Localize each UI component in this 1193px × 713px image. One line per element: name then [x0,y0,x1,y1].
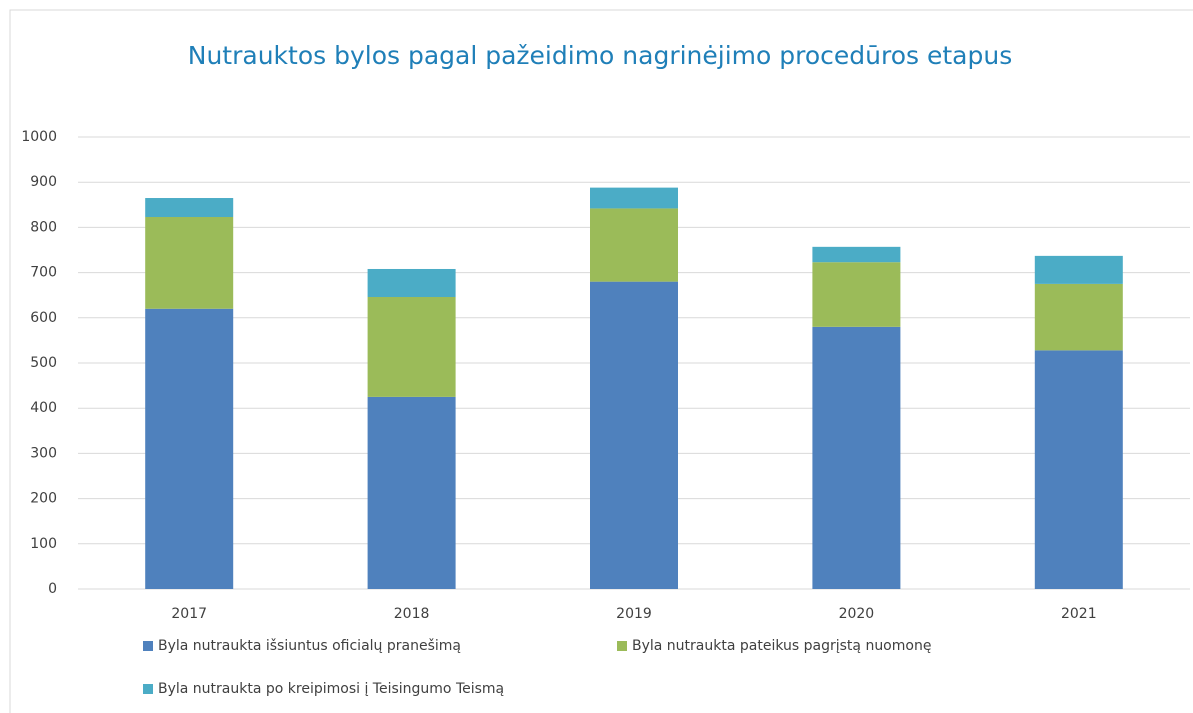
y-tick-label: 1000 [21,129,57,145]
y-tick-label: 900 [30,174,57,190]
y-tick-label: 700 [30,265,57,281]
bar-segment [367,268,456,298]
legend-label: Byla nutraukta pateikus pagrįstą nuomonę [632,638,931,654]
bar-segment [1034,350,1123,589]
y-tick-label: 200 [30,491,57,507]
y-tick-label: 300 [30,445,57,461]
bar-segment [145,198,234,218]
bar-segment [590,208,678,282]
bar-segment [1034,255,1123,284]
x-tick-label: 2020 [839,606,875,622]
bar-segment [812,262,901,327]
legend-swatch [143,641,153,651]
y-tick-label: 400 [30,400,57,416]
bar-segment [145,308,234,589]
y-tick-label: 600 [30,310,57,326]
y-tick-label: 800 [30,219,57,235]
bar-segment [1034,283,1123,351]
x-tick-label: 2018 [394,606,430,622]
y-tick-label: 500 [30,355,57,371]
legend-label: Byla nutraukta išsiuntus oficialų praneš… [158,638,461,654]
bar-segment [367,396,456,589]
x-tick-label: 2019 [616,606,652,622]
legend-swatch [617,641,627,651]
bar-segment [145,217,234,309]
bar-segment [812,246,901,263]
legend-label: Byla nutraukta po kreipimosi į Teisingum… [158,681,504,697]
y-tick-label: 100 [30,536,57,552]
bar-segment [812,326,901,589]
chart-frame [9,9,1193,713]
bar-segment [367,297,456,397]
legend-swatch [143,684,153,694]
x-tick-label: 2017 [171,606,207,622]
bar-segment [590,187,678,209]
y-tick-label: 0 [48,581,57,597]
chart-title: Nutrauktos bylos pagal pažeidimo nagrinė… [188,41,1012,70]
x-tick-label: 2021 [1061,606,1097,622]
bar-segment [590,281,678,589]
